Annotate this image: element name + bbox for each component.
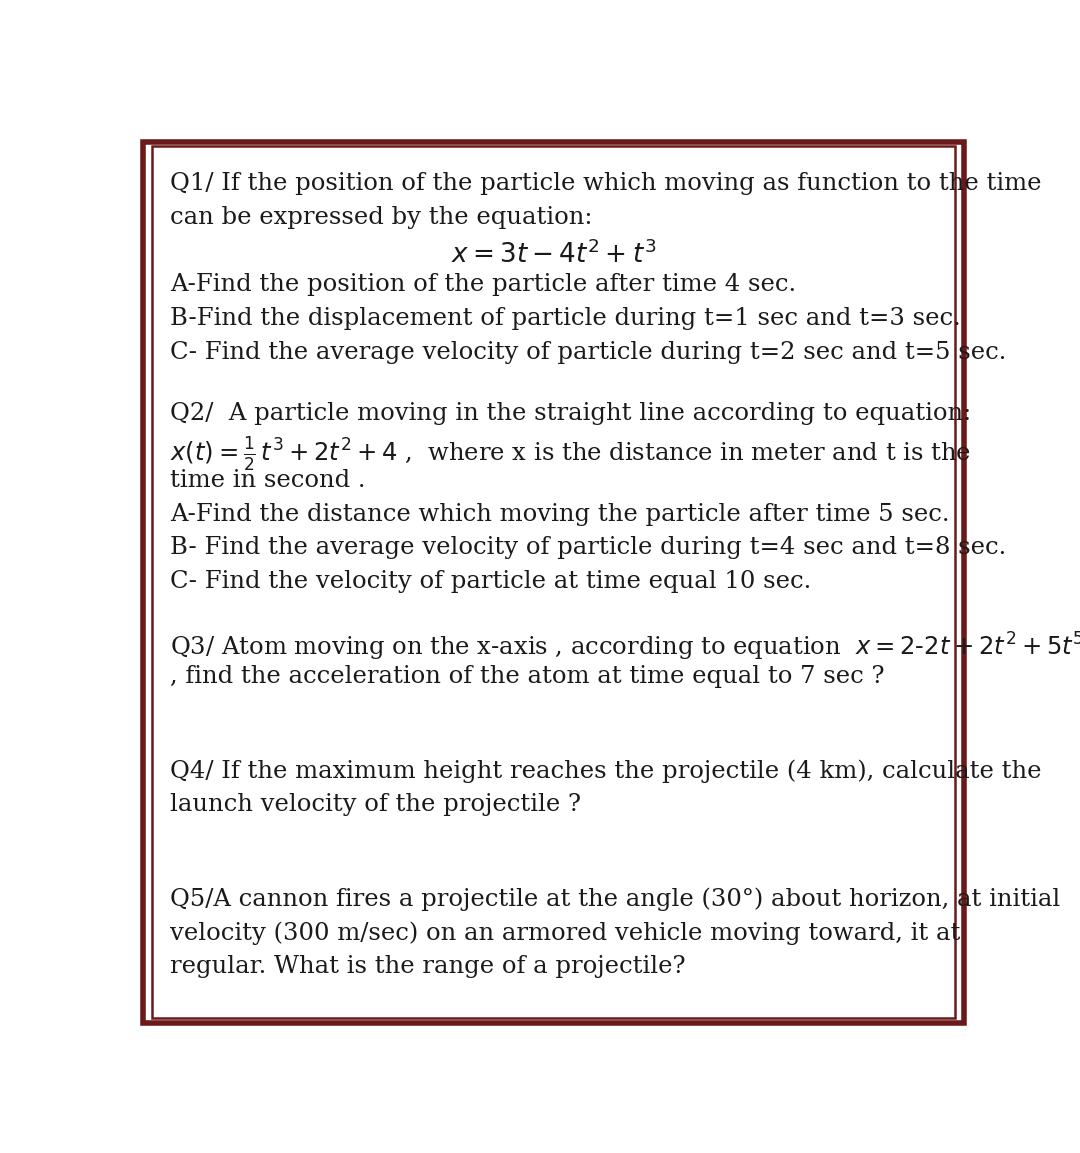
Text: Q4/ If the maximum height reaches the projectile (4 km), calculate the: Q4/ If the maximum height reaches the pr…	[171, 759, 1041, 783]
Text: C- Find the velocity of particle at time equal 10 sec.: C- Find the velocity of particle at time…	[171, 571, 811, 593]
Text: B-Find the displacement of particle during t=1 sec and t=3 sec.: B-Find the displacement of particle duri…	[171, 307, 961, 330]
Text: time in second .: time in second .	[171, 469, 366, 492]
Text: Q1/ If the position of the particle which moving as function to the time: Q1/ If the position of the particle whic…	[171, 172, 1041, 195]
Text: can be expressed by the equation:: can be expressed by the equation:	[171, 206, 593, 228]
Text: A-Find the position of the particle after time 4 sec.: A-Find the position of the particle afte…	[171, 273, 796, 296]
Text: $x(t) = \frac{1}{2}\, t^3 + 2t^2 + 4$ ,  where x is the distance in meter and t : $x(t) = \frac{1}{2}\, t^3 + 2t^2 + 4$ , …	[171, 435, 971, 473]
Text: $x = 3t - 4t^2 + t^3$: $x = 3t - 4t^2 + t^3$	[450, 240, 657, 267]
Text: Q3/ Atom moving on the x-axis , according to equation  $x=2\text{-}2t+2t^2+5t^5$: Q3/ Atom moving on the x-axis , accordin…	[171, 631, 1080, 663]
Text: B- Find the average velocity of particle during t=4 sec and t=8 sec.: B- Find the average velocity of particle…	[171, 536, 1007, 559]
Text: launch velocity of the projectile ?: launch velocity of the projectile ?	[171, 793, 581, 816]
Text: C- Find the average velocity of particle during t=2 sec and t=5 sec.: C- Find the average velocity of particle…	[171, 341, 1007, 364]
Text: , find the acceleration of the atom at time equal to 7 sec ?: , find the acceleration of the atom at t…	[171, 664, 885, 687]
Text: Q2/  A particle moving in the straight line according to equation:: Q2/ A particle moving in the straight li…	[171, 401, 971, 424]
Text: Q5/A cannon fires a projectile at the angle (30°) about horizon, at initial: Q5/A cannon fires a projectile at the an…	[171, 888, 1061, 911]
Text: regular. What is the range of a projectile?: regular. What is the range of a projecti…	[171, 955, 686, 978]
Text: A-Find the distance which moving the particle after time 5 sec.: A-Find the distance which moving the par…	[171, 503, 949, 526]
Text: velocity (300 m/sec) on an armored vehicle moving toward, it at: velocity (300 m/sec) on an armored vehic…	[171, 921, 960, 944]
